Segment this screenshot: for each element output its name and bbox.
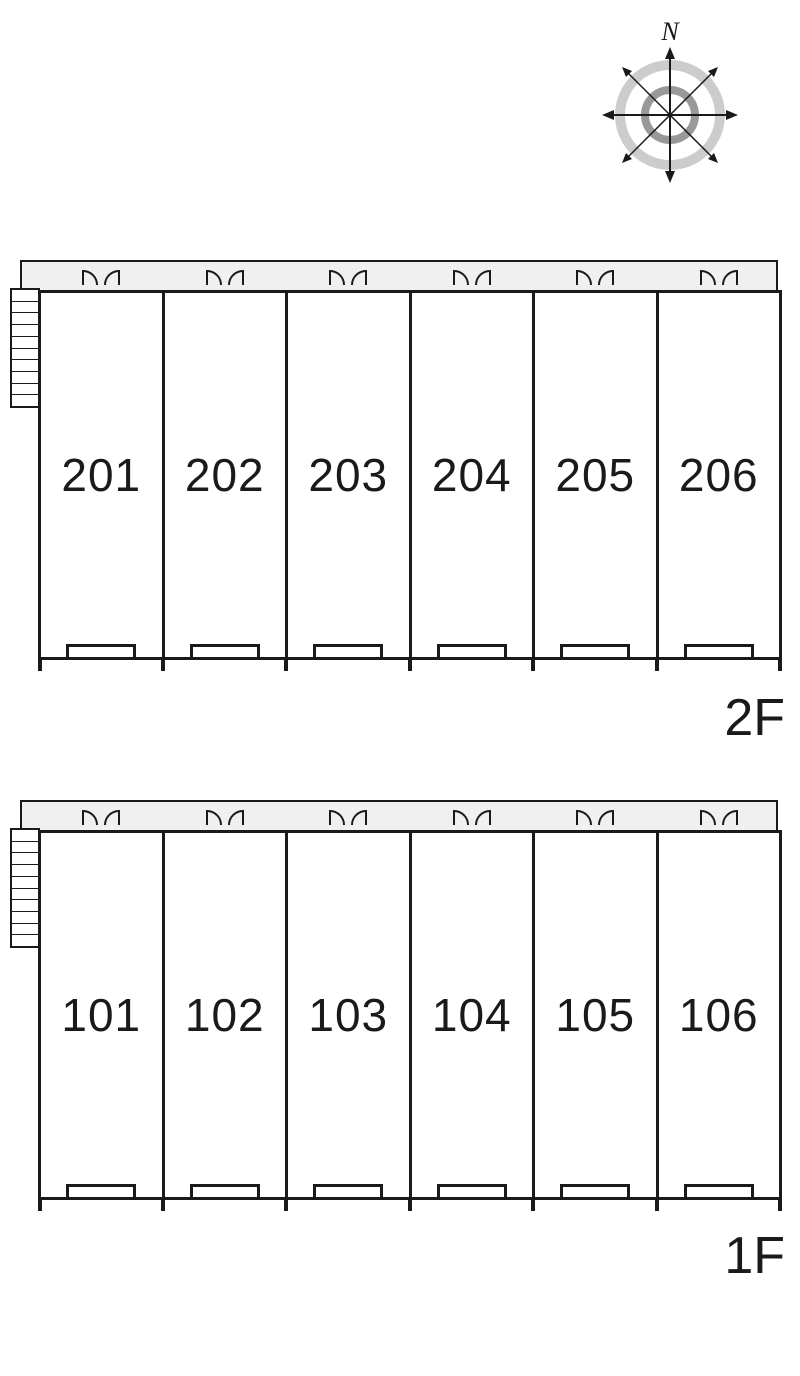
unit-label: 202 <box>185 448 265 502</box>
unit-204: 204 <box>409 290 533 660</box>
floor-label-1f: 1F <box>724 1226 785 1286</box>
unit-104: 104 <box>409 830 533 1200</box>
unit-203: 203 <box>285 290 409 660</box>
unit-106: 106 <box>656 830 783 1200</box>
corridor-1f <box>20 800 778 832</box>
window-icon <box>190 1184 260 1200</box>
window-icon <box>437 1184 507 1200</box>
corridor-2f <box>20 260 778 292</box>
door-icon <box>452 807 492 827</box>
door-icon <box>328 267 368 287</box>
window-icon <box>66 1184 136 1200</box>
window-icon <box>313 1184 383 1200</box>
window-icon <box>437 644 507 660</box>
unit-label: 101 <box>61 988 141 1042</box>
window-icon <box>313 644 383 660</box>
floor-label-2f: 2F <box>724 688 785 748</box>
unit-202: 202 <box>162 290 286 660</box>
unit-label: 201 <box>61 448 141 502</box>
units-row-1f: 101 102 103 104 105 <box>38 830 782 1200</box>
door-icon <box>205 267 245 287</box>
unit-label: 105 <box>555 988 635 1042</box>
door-icon <box>205 807 245 827</box>
compass-rose: N <box>600 20 740 190</box>
stairs-2f <box>10 288 40 408</box>
unit-label: 102 <box>185 988 265 1042</box>
unit-label: 205 <box>555 448 635 502</box>
window-icon <box>560 644 630 660</box>
unit-205: 205 <box>532 290 656 660</box>
wall-foot <box>778 657 782 671</box>
unit-101: 101 <box>38 830 162 1200</box>
door-icon <box>575 807 615 827</box>
window-icon <box>684 1184 754 1200</box>
window-icon <box>684 644 754 660</box>
unit-103: 103 <box>285 830 409 1200</box>
wall-foot <box>38 1197 42 1211</box>
unit-label: 203 <box>308 448 388 502</box>
unit-201: 201 <box>38 290 162 660</box>
unit-label: 106 <box>679 988 759 1042</box>
door-icon <box>575 267 615 287</box>
door-icon <box>81 807 121 827</box>
stairs-1f <box>10 828 40 948</box>
unit-102: 102 <box>162 830 286 1200</box>
window-icon <box>66 644 136 660</box>
wall-foot <box>38 657 42 671</box>
window-icon <box>190 644 260 660</box>
window-icon <box>560 1184 630 1200</box>
unit-label: 103 <box>308 988 388 1042</box>
door-icon <box>452 267 492 287</box>
unit-label: 204 <box>432 448 512 502</box>
door-icon <box>81 267 121 287</box>
unit-206: 206 <box>656 290 783 660</box>
wall-foot <box>778 1197 782 1211</box>
compass-north-label: N <box>660 20 680 46</box>
door-icon <box>699 807 739 827</box>
unit-label: 206 <box>679 448 759 502</box>
unit-105: 105 <box>532 830 656 1200</box>
door-icon <box>699 267 739 287</box>
units-row-2f: 201 202 203 204 205 <box>38 290 782 660</box>
unit-label: 104 <box>432 988 512 1042</box>
door-icon <box>328 807 368 827</box>
